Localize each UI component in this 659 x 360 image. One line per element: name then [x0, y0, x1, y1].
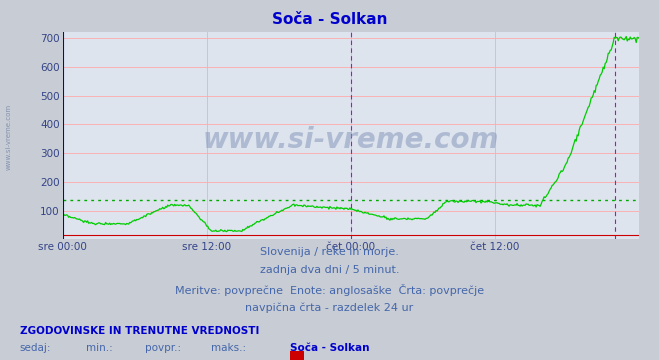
Text: zadnja dva dni / 5 minut.: zadnja dva dni / 5 minut.: [260, 265, 399, 275]
Text: min.:: min.:: [86, 343, 113, 353]
Text: Soča - Solkan: Soča - Solkan: [272, 12, 387, 27]
Text: povpr.:: povpr.:: [145, 343, 181, 353]
Text: maks.:: maks.:: [211, 343, 246, 353]
Text: sedaj:: sedaj:: [20, 343, 51, 353]
Text: Slovenija / reke in morje.: Slovenija / reke in morje.: [260, 247, 399, 257]
Text: ZGODOVINSKE IN TRENUTNE VREDNOSTI: ZGODOVINSKE IN TRENUTNE VREDNOSTI: [20, 326, 259, 336]
Text: Meritve: povprečne  Enote: anglosaške  Črta: povprečje: Meritve: povprečne Enote: anglosaške Črt…: [175, 284, 484, 296]
Text: Soča - Solkan: Soča - Solkan: [290, 343, 370, 353]
Text: navpična črta - razdelek 24 ur: navpična črta - razdelek 24 ur: [245, 303, 414, 313]
Text: www.si-vreme.com: www.si-vreme.com: [5, 104, 11, 170]
Text: www.si-vreme.com: www.si-vreme.com: [203, 126, 499, 154]
